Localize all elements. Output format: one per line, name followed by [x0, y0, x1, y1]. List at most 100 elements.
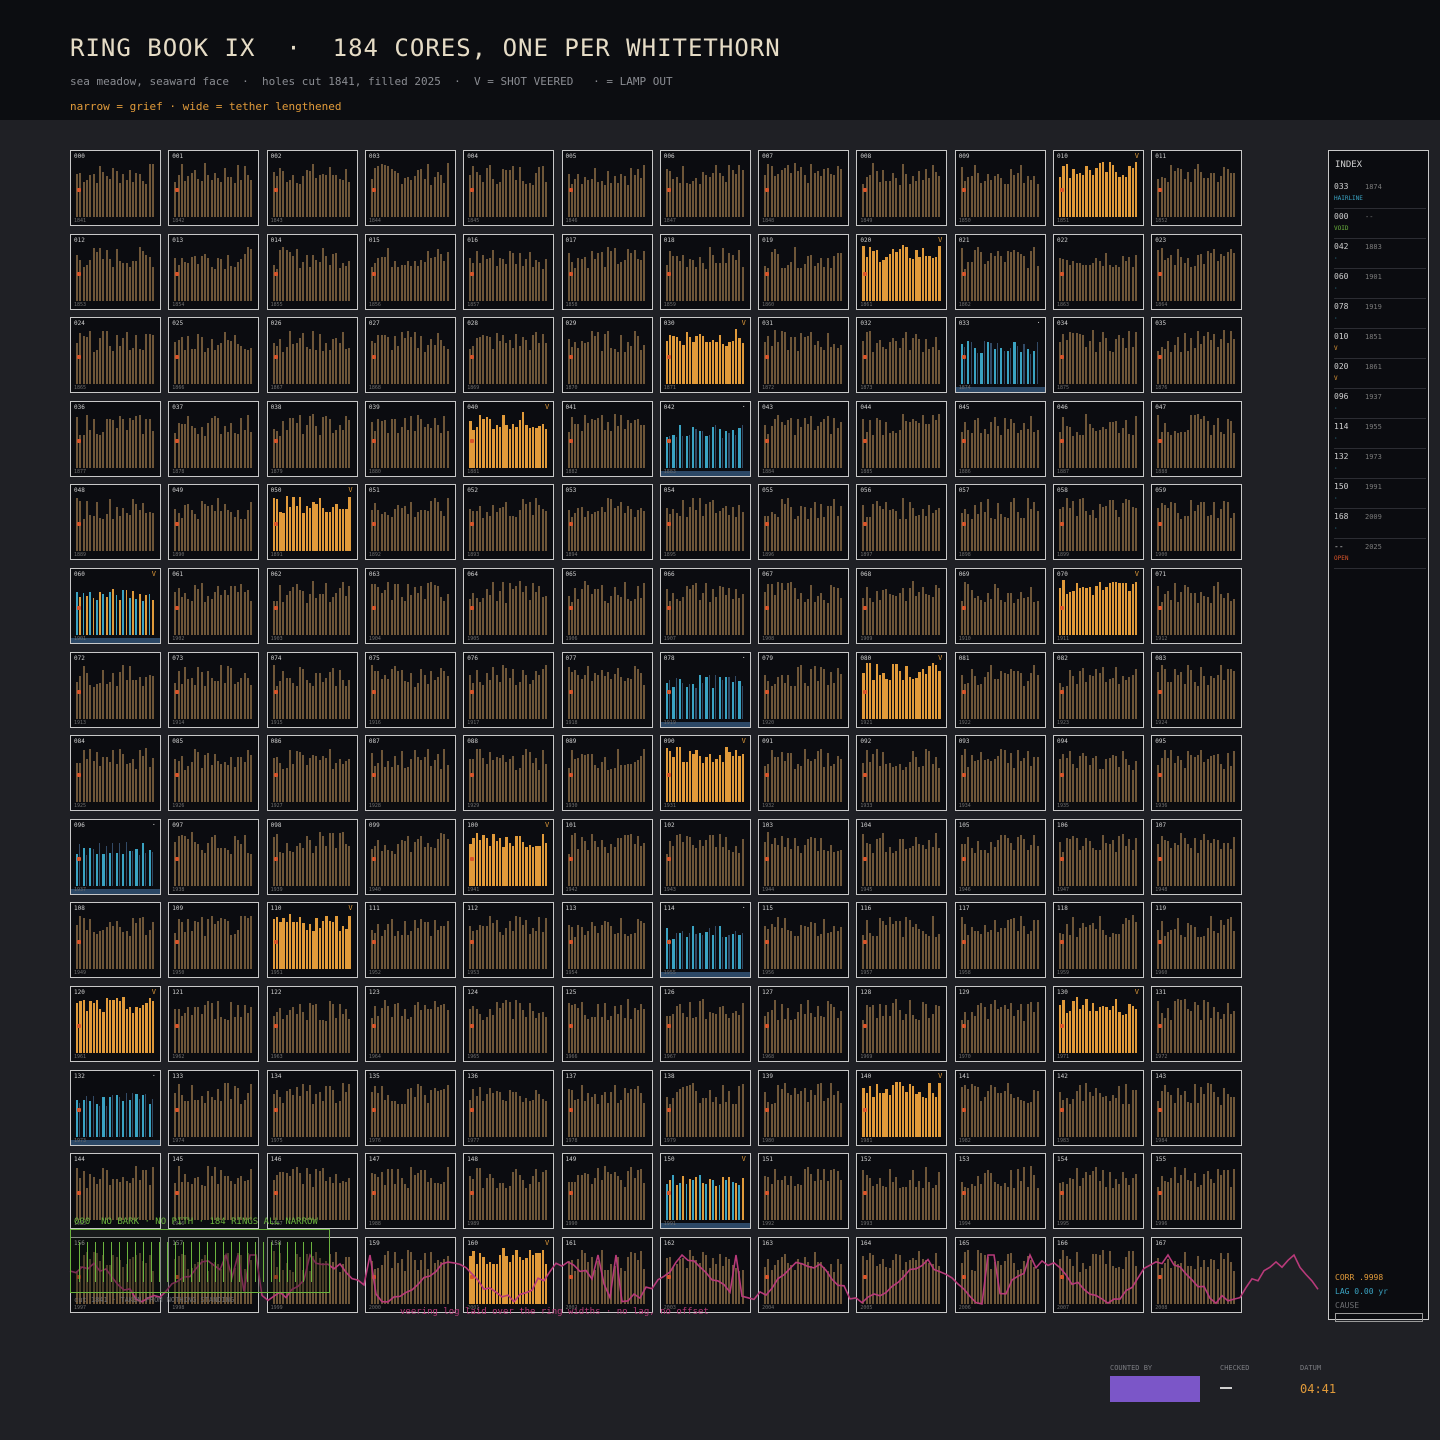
core-cell[interactable]: 004 1845 [463, 150, 555, 226]
magnifier-lens[interactable] [70, 1229, 330, 1293]
core-cell[interactable]: 022 1863 [1053, 233, 1144, 310]
core-cell[interactable]: 066 1907 [659, 568, 751, 644]
core-cell[interactable]: 067 1908 [758, 568, 850, 644]
core-cell[interactable]: 023 1864 [1151, 233, 1243, 310]
core-cell[interactable]: 027 1868 [364, 317, 456, 394]
core-cell[interactable]: 021 1862 [954, 233, 1046, 310]
core-cell[interactable]: 072 1913 [70, 651, 161, 728]
core-cell[interactable]: 093 1934 [954, 735, 1046, 812]
core-cell[interactable]: 068 1909 [856, 568, 948, 644]
core-cell[interactable]: 073 1914 [168, 651, 260, 728]
core-cell[interactable]: 080 V 1921 [856, 651, 948, 728]
core-cell[interactable]: 035 1876 [1151, 317, 1243, 394]
core-cell[interactable]: 012 1853 [70, 233, 161, 310]
core-cell[interactable]: 060 V 1901 [70, 568, 161, 644]
core-cell[interactable]: 047 1888 [1151, 400, 1243, 477]
core-cell[interactable]: 009 1850 [954, 150, 1046, 226]
core-cell[interactable]: 033 · 1874 [954, 317, 1046, 394]
core-cell[interactable]: 017 1858 [561, 233, 653, 310]
index-row[interactable]: 042 1883 · [1334, 238, 1426, 269]
core-cell[interactable]: 041 1882 [561, 400, 653, 477]
core-cell[interactable]: 098 1939 [266, 818, 358, 895]
core-cell[interactable]: 010 V 1851 [1053, 150, 1144, 226]
core-cell[interactable]: 091 1932 [758, 735, 850, 812]
core-cell[interactable]: 038 1879 [266, 400, 358, 477]
core-cell[interactable]: 000 1841 [70, 150, 161, 226]
core-cell[interactable]: 013 1854 [168, 233, 260, 310]
core-cell[interactable]: 094 1935 [1053, 735, 1144, 812]
core-cell[interactable]: 029 1870 [561, 317, 653, 394]
index-row[interactable]: 060 1901 · [1334, 268, 1426, 299]
core-cell[interactable]: 082 1923 [1053, 651, 1144, 728]
core-cell[interactable]: 025 1866 [168, 317, 260, 394]
core-cell[interactable]: 081 1922 [954, 651, 1046, 728]
core-cell[interactable]: 052 1893 [463, 484, 555, 561]
core-cell[interactable]: 059 1900 [1151, 484, 1243, 561]
core-cell[interactable]: 043 1884 [758, 400, 850, 477]
core-cell[interactable]: 015 1856 [364, 233, 456, 310]
core-cell[interactable]: 079 1920 [758, 651, 850, 728]
core-cell[interactable]: 037 1878 [168, 400, 260, 477]
core-cell[interactable]: 003 1844 [364, 150, 456, 226]
core-cell[interactable]: 054 1895 [659, 484, 751, 561]
core-cell[interactable]: 078 · 1919 [659, 651, 751, 728]
core-cell[interactable]: 083 1924 [1151, 651, 1243, 728]
core-cell[interactable]: 058 1899 [1053, 484, 1144, 561]
core-cell[interactable]: 051 1892 [364, 484, 456, 561]
core-cell[interactable]: 031 1872 [758, 317, 850, 394]
index-row[interactable]: 096 1937 · [1334, 388, 1426, 419]
core-cell[interactable]: 097 1938 [168, 818, 260, 895]
core-cell[interactable]: 028 1869 [463, 317, 555, 394]
core-cell[interactable]: 049 1890 [168, 484, 260, 561]
core-cell[interactable]: 045 1886 [954, 400, 1046, 477]
core-cell[interactable]: 048 1889 [70, 484, 161, 561]
core-cell[interactable]: 076 1917 [463, 651, 555, 728]
core-cell[interactable]: 006 1847 [659, 150, 751, 226]
core-cell[interactable]: 039 1880 [364, 400, 456, 477]
core-cell[interactable]: 088 1929 [463, 735, 555, 812]
core-cell[interactable]: 087 1928 [364, 735, 456, 812]
core-cell[interactable]: 018 1859 [659, 233, 751, 310]
core-cell[interactable]: 057 1898 [954, 484, 1046, 561]
core-cell[interactable]: 002 1843 [266, 150, 358, 226]
core-cell[interactable]: 092 1933 [856, 735, 948, 812]
core-cell[interactable]: 077 1918 [561, 651, 653, 728]
core-cell[interactable]: 095 1936 [1151, 735, 1243, 812]
core-cell[interactable]: 071 1912 [1151, 568, 1243, 644]
core-cell[interactable]: 044 1885 [856, 400, 948, 477]
core-cell[interactable]: 096 · 1937 [70, 818, 161, 895]
core-cell[interactable]: 074 1915 [266, 651, 358, 728]
core-cell[interactable]: 032 1873 [856, 317, 948, 394]
index-row[interactable]: 150 1991 · [1334, 478, 1426, 509]
core-cell[interactable]: 056 1897 [856, 484, 948, 561]
core-cell[interactable]: 050 V 1891 [266, 484, 358, 561]
core-cell[interactable]: 011 1852 [1151, 150, 1243, 226]
index-row[interactable]: 132 1973 · [1334, 448, 1426, 479]
core-cell[interactable]: 053 1894 [561, 484, 653, 561]
core-cell[interactable]: 069 1910 [954, 568, 1046, 644]
core-cell[interactable]: 024 1865 [70, 317, 161, 394]
core-cell[interactable]: 020 V 1861 [856, 233, 948, 310]
core-cell[interactable]: 089 1930 [561, 735, 653, 812]
core-cell[interactable]: 085 1926 [168, 735, 260, 812]
core-cell[interactable]: 084 1925 [70, 735, 161, 812]
core-cell[interactable]: 064 1905 [463, 568, 555, 644]
core-cell[interactable]: 042 · 1883 [659, 400, 751, 477]
core-cell[interactable]: 090 V 1931 [659, 735, 751, 812]
core-cell[interactable]: 062 1903 [266, 568, 358, 644]
core-cell[interactable]: 026 1867 [266, 317, 358, 394]
core-cell[interactable]: 007 1848 [758, 150, 850, 226]
index-row[interactable]: -- 2025 OPEN [1334, 538, 1426, 569]
index-row[interactable]: 020 1861 V [1334, 358, 1426, 389]
core-cell[interactable]: 016 1857 [463, 233, 555, 310]
index-row[interactable]: 033 1874 HAIRLINE [1334, 178, 1426, 209]
core-cell[interactable]: 061 1902 [168, 568, 260, 644]
core-cell[interactable]: 001 1842 [168, 150, 260, 226]
core-cell[interactable]: 055 1896 [758, 484, 850, 561]
core-cell[interactable]: 086 1927 [266, 735, 358, 812]
index-row[interactable]: 114 1955 · [1334, 418, 1426, 449]
index-row[interactable]: 010 1851 V [1334, 328, 1426, 359]
core-cell[interactable]: 036 1877 [70, 400, 161, 477]
core-cell[interactable]: 063 1904 [364, 568, 456, 644]
core-cell[interactable]: 046 1887 [1053, 400, 1144, 477]
